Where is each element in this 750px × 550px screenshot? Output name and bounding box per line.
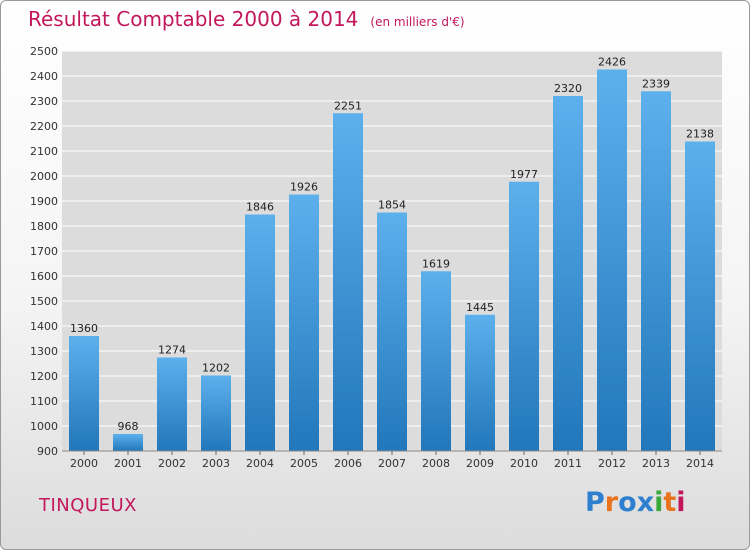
y-tick-label: 1300	[30, 345, 58, 358]
bar	[685, 141, 715, 451]
proxiti-logo: Proxiti	[585, 487, 686, 518]
x-tick-label: 2014	[686, 457, 714, 470]
x-axis: 2000 2001 2002 2003 2004 2005 2006 2007 2008 2009…	[62, 450, 722, 470]
bar	[553, 96, 583, 451]
y-tick-label: 1400	[30, 320, 58, 333]
y-tick-label: 2500	[30, 45, 58, 58]
x-tick-label: 2013	[642, 457, 670, 470]
bar	[245, 214, 275, 451]
bar	[113, 434, 143, 451]
bar-value-label: 2426	[598, 56, 626, 69]
y-tick-label: 1100	[30, 395, 58, 408]
y-tick-label: 1700	[30, 245, 58, 258]
y-tick-label: 1900	[30, 195, 58, 208]
logo-letter: i	[654, 487, 664, 518]
bar-value-label: 1202	[202, 362, 230, 375]
y-tick-label: 2000	[30, 170, 58, 183]
y-tick-label: 1500	[30, 295, 58, 308]
x-tick-label: 2011	[554, 457, 582, 470]
x-tick-label: 2005	[290, 457, 318, 470]
logo-letter: i	[676, 487, 686, 518]
bar	[201, 375, 231, 451]
bar	[465, 314, 495, 451]
chart-subtitle: (en milliers d'€)	[370, 15, 465, 29]
x-tick-label: 2008	[422, 457, 450, 470]
x-tick-label: 2001	[114, 457, 142, 470]
x-tick-label: 2007	[378, 457, 406, 470]
bar	[377, 212, 407, 451]
bar-value-label: 1619	[422, 257, 450, 270]
logo-letter: o	[618, 487, 637, 518]
title-line: Résultat Comptable 2000 à 2014 (en millie…	[28, 7, 465, 31]
bar-value-label: 1926	[290, 181, 318, 194]
bar-value-label: 1274	[158, 344, 186, 357]
bar	[509, 181, 539, 451]
commune-name: TINQUEUX	[39, 495, 137, 516]
y-tick-label: 1200	[30, 370, 58, 383]
y-tick-label: 2300	[30, 95, 58, 108]
bar	[597, 69, 627, 451]
bar-value-label: 1846	[246, 201, 274, 214]
x-tick-label: 2009	[466, 457, 494, 470]
bar-value-label: 2320	[554, 82, 582, 95]
x-tick-label: 2010	[510, 457, 538, 470]
x-tick-label: 2012	[598, 457, 626, 470]
bar	[157, 357, 187, 451]
x-tick-label: 2003	[202, 457, 230, 470]
bar-value-label: 1360	[70, 322, 98, 335]
bar-value-label: 1445	[466, 301, 494, 314]
chart-title: Résultat Comptable 2000 à 2014	[28, 7, 359, 31]
x-tick-label: 2002	[158, 457, 186, 470]
y-tick-label: 2100	[30, 145, 58, 158]
y-tick-label: 1000	[30, 420, 58, 433]
y-tick-label: 1800	[30, 220, 58, 233]
y-tick-label: 900	[37, 445, 58, 458]
bar-value-label: 2251	[334, 99, 362, 112]
bar-value-label: 2339	[642, 77, 670, 90]
logo-letter: r	[604, 487, 619, 518]
logo-letter: P	[585, 487, 605, 518]
x-tick-label: 2004	[246, 457, 274, 470]
logo-letter: x	[636, 487, 655, 518]
bar-value-label: 1977	[510, 168, 538, 181]
bar-value-label: 1854	[378, 199, 406, 212]
bar-value-label: 2138	[686, 128, 714, 141]
bars: 1360 968 1274 1202 1846 1926 2251 1854 1619 1445 1…	[69, 56, 715, 451]
bar	[333, 113, 363, 451]
x-tick-label: 2000	[70, 457, 98, 470]
x-tick-label: 2006	[334, 457, 362, 470]
y-tick-label: 2200	[30, 120, 58, 133]
logo-letter: t	[663, 487, 677, 518]
bar-value-label: 968	[118, 420, 139, 433]
bar	[641, 91, 671, 451]
bar	[289, 194, 319, 451]
bar	[421, 271, 451, 451]
y-tick-label: 2400	[30, 70, 58, 83]
bar	[69, 336, 99, 451]
y-axis: 900 1000 1100 1200 1300 1400 1500 1600 1700 1800 1…	[30, 45, 58, 458]
y-tick-label: 1600	[30, 270, 58, 283]
